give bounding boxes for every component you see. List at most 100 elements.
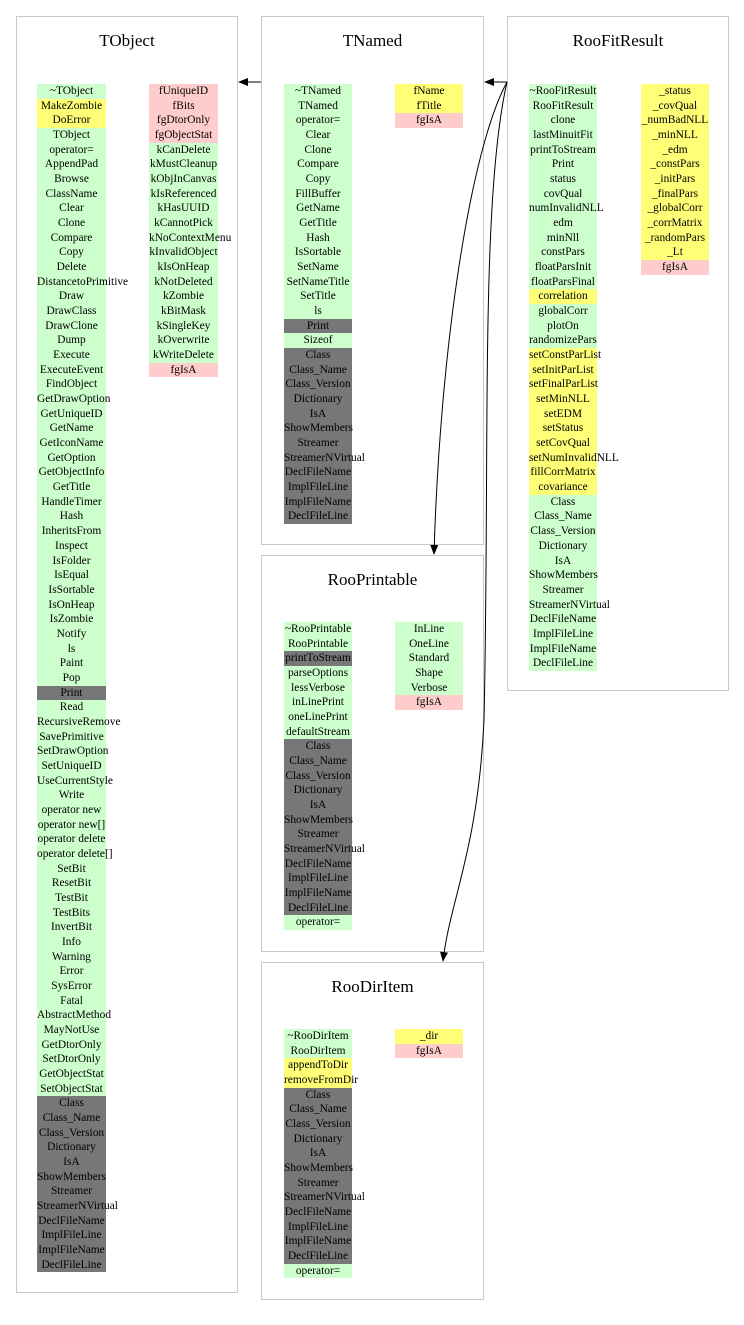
- method-entry: AppendPad: [37, 157, 106, 173]
- data-member-entry: Standard: [395, 651, 463, 667]
- method-entry: RooPrintable: [284, 636, 352, 652]
- method-entry: MayNotUse: [37, 1023, 106, 1038]
- method-entry: DeclFileLine: [284, 509, 352, 525]
- data-member-entry: kWriteDelete: [149, 348, 218, 363]
- data-member-list: _status _covQual _numBadNLL _minNLL _edm _con…: [641, 84, 709, 275]
- method-entry: GetName: [284, 201, 352, 217]
- data-member-entry: kHasUUID: [149, 201, 218, 217]
- method-entry: HandleTimer: [37, 494, 106, 510]
- method-entry: edm: [529, 216, 597, 231]
- method-entry: DeclFileName: [284, 1205, 352, 1220]
- method-entry: RooDirItem: [284, 1043, 352, 1059]
- method-entry: SetObjectStat: [37, 1081, 106, 1097]
- data-member-entry: fTitle: [395, 98, 463, 114]
- arrow-roofitresult-to-rooprintable: [430, 81, 508, 555]
- method-entry: Class_Version: [529, 524, 597, 539]
- method-entry: DeclFileLine: [37, 1257, 106, 1273]
- data-member-entry: fName: [395, 84, 463, 99]
- data-member-entry: _dir: [395, 1029, 463, 1044]
- data-member-entry: Verbose: [395, 680, 463, 696]
- method-entry: Fatal: [37, 993, 106, 1009]
- method-entry: GetDrawOption: [37, 392, 111, 407]
- method-entry: Print: [529, 157, 597, 173]
- method-entry: SysError: [37, 978, 106, 994]
- data-member-entry: fgIsA: [149, 362, 218, 378]
- method-entry: Class_Name: [529, 509, 597, 525]
- method-entry: RecursiveRemove: [37, 714, 121, 730]
- method-entry: TNamed: [284, 98, 352, 114]
- method-entry: TestBits: [37, 905, 106, 921]
- method-entry: Read: [37, 700, 106, 715]
- method-entry: Dictionary: [37, 1140, 106, 1156]
- method-entry: IsZombie: [37, 612, 106, 627]
- method-entry: ImplFileLine: [529, 626, 597, 642]
- method-entry: randomizePars: [529, 333, 597, 349]
- method-entry: InheritsFrom: [37, 524, 106, 539]
- method-entry: ls: [37, 641, 106, 657]
- data-member-list: fUniqueID fBits fgDtorOnly fgObjectStat kCan…: [149, 84, 231, 378]
- method-entry: ~TObject: [37, 84, 106, 99]
- method-entry: numInvalidNLL: [529, 201, 604, 217]
- method-entry: RooFitResult: [529, 98, 597, 114]
- arrow-roofitresult-to-roodiritem: [440, 81, 508, 962]
- method-entry: IsSortable: [37, 582, 106, 598]
- method-entry: Clear: [37, 201, 106, 217]
- method-entry: SetUniqueID: [37, 758, 106, 774]
- method-entry: UseCurrentStyle: [37, 773, 113, 789]
- method-entry: Class_Name: [284, 754, 352, 769]
- class-title: RooPrintable: [327, 570, 418, 589]
- method-entry: setInitParList: [529, 362, 597, 378]
- method-entry: Streamer: [529, 582, 597, 598]
- data-member-list: fName fTitle fgIsA: [395, 84, 463, 129]
- method-entry: ResetBit: [37, 876, 106, 891]
- method-entry: Warning: [37, 949, 106, 965]
- method-entry: StreamerNVirtual: [37, 1199, 118, 1214]
- method-entry: oneLinePrint: [284, 710, 352, 725]
- method-entry: IsA: [284, 1146, 352, 1162]
- method-entry: Streamer: [284, 436, 352, 451]
- method-entry: Copy: [37, 245, 106, 261]
- method-entry: Dictionary: [284, 1131, 352, 1147]
- data-member-entry: _globalCorr: [641, 201, 709, 217]
- method-entry: Class_Version: [284, 1117, 352, 1132]
- method-entry: Inspect: [37, 538, 106, 554]
- data-member-entry: _covQual: [641, 98, 709, 114]
- data-member-entry: kCannotPick: [149, 216, 218, 231]
- data-member-entry: _status: [641, 84, 709, 99]
- data-member-entry: fgIsA: [395, 695, 463, 711]
- data-member-entry: kZombie: [149, 289, 218, 305]
- method-entry: Dictionary: [284, 392, 352, 407]
- method-entry: correlation: [529, 289, 597, 305]
- method-entry: ImplFileName: [284, 494, 352, 510]
- method-entry: Hash: [37, 509, 106, 525]
- data-member-entry: fgIsA: [641, 260, 709, 275]
- method-entry: ImplFileName: [284, 1234, 352, 1250]
- data-member-entry: kSingleKey: [149, 318, 218, 334]
- method-entry: SetDrawOption: [37, 744, 109, 759]
- method-entry: IsA: [529, 553, 597, 569]
- method-entry: DeclFileLine: [284, 900, 352, 916]
- data-member-entry: kNotDeleted: [149, 274, 218, 290]
- method-entry: DeclFileName: [284, 465, 352, 481]
- method-entry: Class_Version: [284, 377, 352, 393]
- method-entry: DeclFileName: [284, 856, 352, 872]
- method-entry: IsEqual: [37, 568, 106, 583]
- method-entry: operator=: [284, 113, 352, 129]
- method-entry: Execute: [37, 348, 106, 363]
- data-member-entry: kCanDelete: [149, 142, 218, 158]
- method-list: ~RooPrintable RooPrintable printToStream pa…: [284, 622, 365, 931]
- method-entry: Clone: [284, 142, 352, 158]
- method-entry: Dictionary: [284, 783, 352, 799]
- data-member-entry: fgObjectStat: [149, 128, 218, 143]
- method-entry: IsA: [284, 406, 352, 422]
- method-entry: SetBit: [37, 861, 106, 877]
- method-entry: Class_Name: [284, 1102, 352, 1118]
- method-entry: operator delete[]: [37, 846, 113, 862]
- method-entry: Class_Name: [284, 362, 352, 378]
- method-entry: ImplFileLine: [284, 480, 352, 495]
- data-member-entry: _minNLL: [641, 128, 709, 143]
- data-member-entry: fgDtorOnly: [149, 113, 218, 129]
- method-entry: ShowMembers: [529, 568, 598, 583]
- data-member-list: InLine OneLine Standard Shape Verbose fgIsA: [395, 622, 463, 711]
